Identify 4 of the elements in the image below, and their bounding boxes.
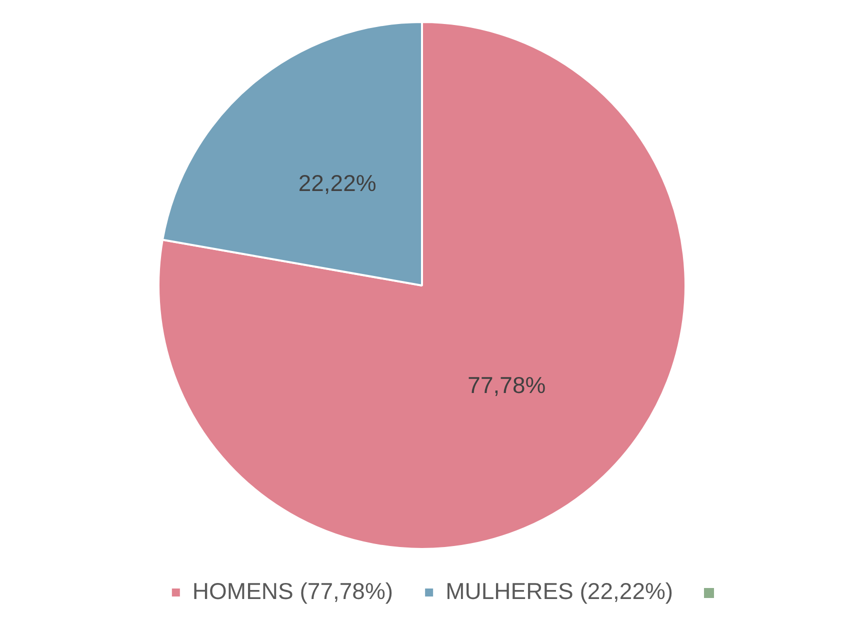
data-label: 22,22% <box>298 170 376 196</box>
data-label: 77,78% <box>468 372 546 398</box>
legend-label: MULHERES (22,22%) <box>446 578 674 604</box>
legend-label: HOMENS (77,78%) <box>192 578 394 604</box>
